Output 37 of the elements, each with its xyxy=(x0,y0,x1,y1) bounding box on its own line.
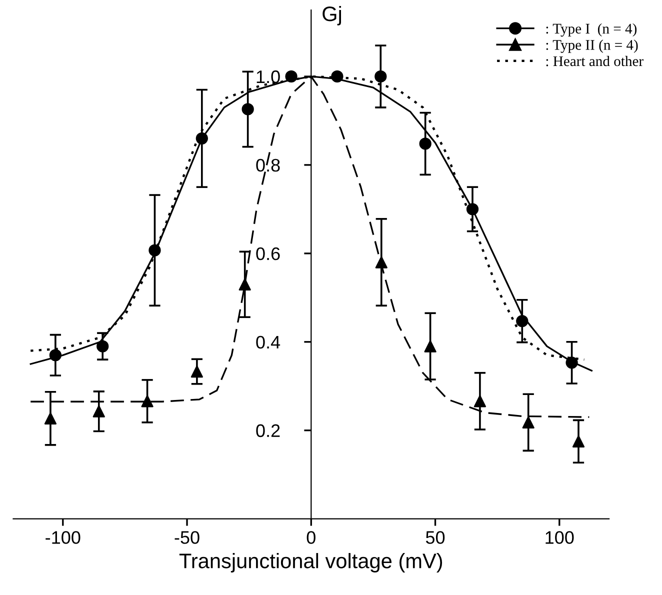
x-tick-label: -100 xyxy=(46,531,80,544)
legend-label: : Heart and other xyxy=(546,56,644,66)
y-tick-label: 0.2 xyxy=(256,424,280,438)
point xyxy=(474,395,486,408)
y-tick-label: 0.4 xyxy=(256,336,280,349)
y-tick-label: 1.0 xyxy=(256,70,280,84)
y-axis-title: Gj xyxy=(322,6,342,26)
point xyxy=(331,70,344,83)
point xyxy=(572,435,585,448)
legend-label: : Type II (n = 4) xyxy=(546,40,638,53)
point xyxy=(238,278,251,290)
x-axis-title: Transjunctional voltage (mV) xyxy=(179,553,442,572)
x-tick-label: 50 xyxy=(426,531,445,544)
point xyxy=(196,132,208,144)
point xyxy=(242,103,254,116)
point xyxy=(141,395,154,408)
point xyxy=(49,349,62,362)
point xyxy=(566,356,578,369)
point xyxy=(190,365,204,378)
point xyxy=(44,412,57,424)
point xyxy=(148,244,161,256)
point xyxy=(424,340,436,352)
point xyxy=(522,416,534,428)
point xyxy=(96,340,109,352)
legend-label: : Type I (n = 4) xyxy=(546,23,637,37)
x-tick-label: -50 xyxy=(174,531,200,544)
point xyxy=(374,70,387,83)
point xyxy=(419,138,432,150)
y-tick-label: 0.6 xyxy=(256,247,280,260)
x-tick-label: 100 xyxy=(546,531,574,544)
x-tick-label: 0 xyxy=(306,531,316,544)
point xyxy=(92,405,105,418)
point xyxy=(516,315,528,328)
y-tick-label: 0.8 xyxy=(256,158,280,172)
point xyxy=(375,256,388,268)
point xyxy=(285,70,298,83)
point xyxy=(466,203,479,216)
